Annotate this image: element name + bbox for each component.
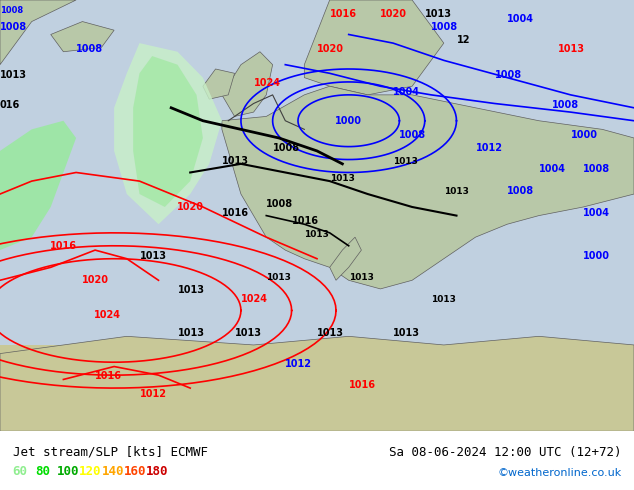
Polygon shape — [222, 52, 273, 117]
Text: 1012: 1012 — [139, 389, 167, 399]
Text: 60: 60 — [13, 465, 28, 478]
Text: 1013: 1013 — [317, 328, 344, 338]
Text: 1008: 1008 — [431, 22, 458, 32]
Text: 1016: 1016 — [349, 380, 376, 390]
Text: 120: 120 — [79, 465, 101, 478]
Text: 1013: 1013 — [304, 230, 329, 239]
Polygon shape — [114, 43, 222, 224]
Bar — [0, 345, 634, 431]
Text: 1013: 1013 — [558, 44, 585, 54]
Text: 1020: 1020 — [82, 275, 108, 285]
Text: 180: 180 — [146, 465, 168, 478]
Text: 1004: 1004 — [583, 208, 611, 218]
Text: ©weatheronline.co.uk: ©weatheronline.co.uk — [497, 468, 621, 478]
Text: 1013: 1013 — [330, 174, 354, 183]
Text: 1013: 1013 — [0, 70, 27, 79]
Polygon shape — [304, 0, 444, 95]
Text: 1000: 1000 — [583, 251, 611, 261]
Text: 1013: 1013 — [393, 328, 420, 338]
Text: Jet stream/SLP [kts] ECMWF: Jet stream/SLP [kts] ECMWF — [13, 446, 208, 459]
Polygon shape — [330, 237, 361, 280]
Text: 1013: 1013 — [431, 295, 456, 304]
Text: 1013: 1013 — [425, 9, 452, 19]
Text: 1008: 1008 — [0, 6, 23, 15]
Polygon shape — [222, 86, 634, 289]
Text: 1008: 1008 — [273, 143, 300, 153]
Text: 1024: 1024 — [94, 310, 121, 320]
Polygon shape — [133, 56, 203, 207]
Text: 140: 140 — [101, 465, 124, 478]
Text: 1016: 1016 — [95, 371, 122, 381]
Text: 160: 160 — [124, 465, 146, 478]
Text: 1008: 1008 — [495, 70, 522, 79]
Text: 1008: 1008 — [583, 165, 611, 174]
Polygon shape — [0, 336, 634, 431]
Polygon shape — [51, 22, 114, 52]
Text: 1008: 1008 — [552, 100, 579, 110]
Text: 1020: 1020 — [177, 202, 204, 212]
Text: 1012: 1012 — [285, 359, 313, 368]
Text: 1013: 1013 — [235, 328, 262, 338]
Text: 1000: 1000 — [335, 116, 362, 126]
Text: 1016: 1016 — [50, 241, 77, 251]
Text: 1024: 1024 — [241, 294, 268, 304]
Text: 1016: 1016 — [222, 208, 249, 218]
Text: 1020: 1020 — [317, 44, 344, 54]
Text: 1013: 1013 — [349, 273, 373, 282]
Polygon shape — [0, 0, 76, 65]
Text: 1013: 1013 — [178, 328, 205, 338]
Text: 1004: 1004 — [507, 14, 534, 24]
Text: Sa 08-06-2024 12:00 UTC (12+72): Sa 08-06-2024 12:00 UTC (12+72) — [389, 446, 621, 459]
Text: 1000: 1000 — [571, 130, 598, 140]
Text: 1020: 1020 — [380, 9, 408, 19]
Text: 1008: 1008 — [266, 199, 294, 209]
Text: 1004: 1004 — [393, 87, 420, 97]
Polygon shape — [203, 69, 235, 99]
Text: 1008: 1008 — [76, 44, 103, 54]
Text: 1008: 1008 — [399, 130, 427, 140]
Text: 1013: 1013 — [393, 157, 418, 166]
Text: 12: 12 — [456, 35, 470, 45]
Text: 1016: 1016 — [330, 9, 357, 19]
Text: 1013: 1013 — [266, 273, 291, 282]
Text: 1008: 1008 — [507, 186, 534, 196]
Text: 1013: 1013 — [139, 251, 167, 261]
Text: 1024: 1024 — [254, 78, 281, 88]
Text: 1016: 1016 — [292, 216, 319, 226]
Text: 1012: 1012 — [476, 143, 503, 153]
Text: 80: 80 — [35, 465, 50, 478]
Polygon shape — [0, 121, 76, 250]
Text: 1013: 1013 — [178, 285, 205, 295]
Text: 016: 016 — [0, 100, 20, 110]
Text: 1004: 1004 — [539, 165, 566, 174]
Text: 1013: 1013 — [222, 156, 249, 166]
Text: 1013: 1013 — [444, 187, 469, 196]
Text: 100: 100 — [57, 465, 79, 478]
Text: 1008: 1008 — [0, 22, 27, 32]
